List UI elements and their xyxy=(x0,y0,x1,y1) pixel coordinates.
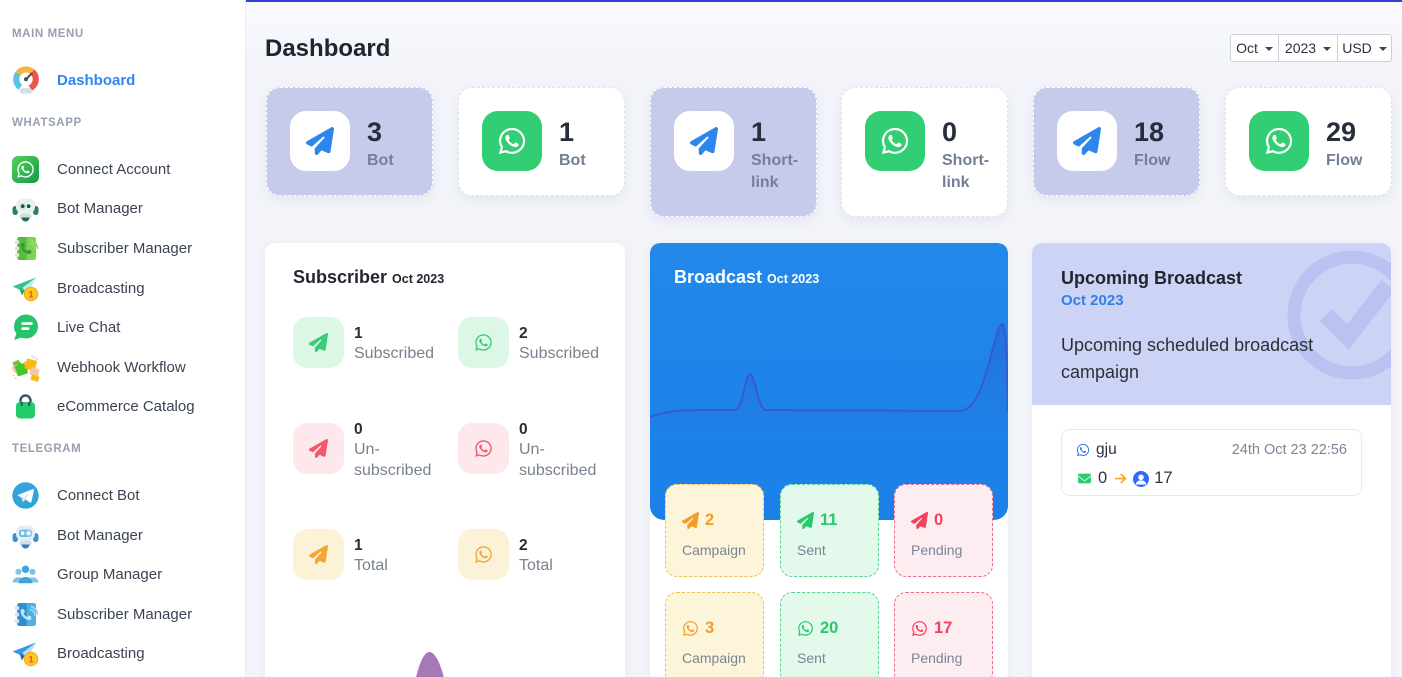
svg-text:1: 1 xyxy=(28,289,34,300)
svg-text:1: 1 xyxy=(28,654,34,665)
